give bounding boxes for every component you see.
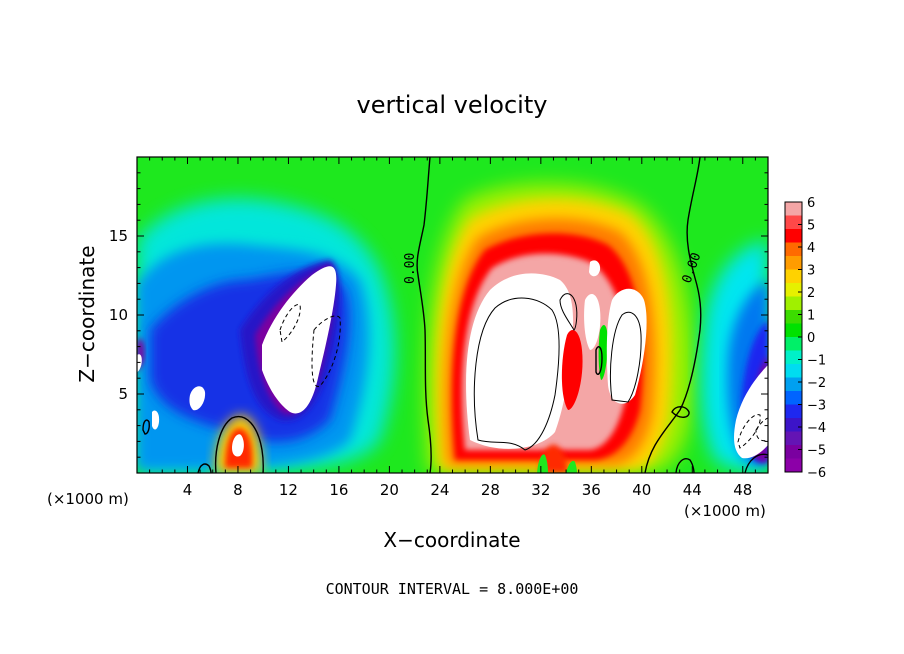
- colorbar-segment: [785, 215, 802, 230]
- x-tick-label: 24: [430, 481, 449, 499]
- colorbar-tick-label: 3: [807, 264, 815, 279]
- x-tick-label: 44: [683, 481, 702, 499]
- zero-contours: [142, 157, 768, 473]
- x-tick-label: 32: [531, 481, 550, 499]
- x-tick-label: 8: [233, 481, 243, 499]
- y-axis-label: Z−coordinate: [75, 245, 99, 382]
- colorbar-segment: [785, 242, 802, 257]
- y-tick-label: 15: [109, 227, 128, 245]
- x-tick-label: 28: [481, 481, 500, 499]
- central-updraft: [424, 182, 693, 473]
- colorbar-segment: [785, 202, 802, 216]
- x-tick-label: 4: [183, 481, 193, 499]
- colorbar-segment: [785, 323, 802, 338]
- x-tick-label: 12: [279, 481, 298, 499]
- colorbar-segment: [785, 431, 802, 446]
- colorbar-tick-label: −1: [807, 354, 826, 369]
- colorbar-tick-label: −2: [807, 376, 826, 391]
- x-tick-label: 36: [582, 481, 601, 499]
- colorbar-segment: [785, 350, 802, 365]
- colorbar-tick-label: 4: [807, 241, 815, 256]
- y-tick-labels: 5 10 15: [109, 227, 128, 403]
- colorbar-segment: [785, 337, 802, 351]
- colorbar-tick-label: 5: [807, 219, 815, 234]
- colorbar-tick-label: −6: [807, 466, 826, 481]
- x-tick-label: 16: [329, 481, 348, 499]
- left-low-updraft: [214, 415, 264, 473]
- x-unit-left: (×1000 m): [47, 490, 129, 508]
- colorbar-tick-label: 0: [807, 331, 815, 346]
- colorbar-segment: [785, 377, 802, 392]
- colorbar: [784, 201, 803, 473]
- contour-label-left: 0.00: [403, 253, 418, 284]
- contour-interval-note: CONTOUR INTERVAL = 8.000E+00: [326, 580, 579, 598]
- colorbar-segment: [785, 256, 802, 270]
- colorbar-segment: [785, 418, 802, 432]
- colorbar-segment: [785, 296, 802, 311]
- x-unit-right: (×1000 m): [684, 502, 766, 520]
- colorbar-tick-label: −3: [807, 399, 826, 414]
- colorbar-segment: [785, 445, 802, 459]
- y-tick-label: 10: [109, 306, 128, 324]
- right-downdraft: [701, 240, 768, 473]
- left-downdraft: [137, 198, 395, 473]
- colorbar-tick-labels: 6 5 4 3 2 1 0 −1 −2 −3 −4 −5 −6: [807, 196, 826, 481]
- colorbar-segment: [785, 364, 802, 378]
- colorbar-tick-label: −5: [807, 444, 826, 459]
- colorbar-segment: [785, 229, 802, 243]
- chart-title: vertical velocity: [357, 91, 548, 119]
- colorbar-segment: [785, 269, 802, 284]
- colorbar-tick-label: 2: [807, 286, 815, 301]
- colorbar-tick-label: 1: [807, 309, 815, 324]
- x-tick-labels: 4 8 12 16 20 24 28 32 36 40 44 48: [183, 481, 753, 499]
- colorbar-segment: [785, 391, 802, 405]
- colorbar-segment: [785, 404, 802, 419]
- colorbar-segment: [785, 458, 802, 473]
- axis-ticks: [137, 157, 768, 473]
- colorbar-segment: [785, 310, 802, 324]
- y-tick-label: 5: [118, 385, 128, 403]
- velocity-field: 0.00 0.00: [137, 157, 768, 473]
- x-tick-label: 48: [733, 481, 752, 499]
- colorbar-tick-label: 6: [807, 196, 815, 211]
- colorbar-tick-label: −4: [807, 421, 826, 436]
- x-tick-label: 20: [380, 481, 399, 499]
- x-tick-label: 40: [632, 481, 651, 499]
- x-axis-label: X−coordinate: [383, 528, 520, 552]
- colorbar-segment: [785, 283, 802, 297]
